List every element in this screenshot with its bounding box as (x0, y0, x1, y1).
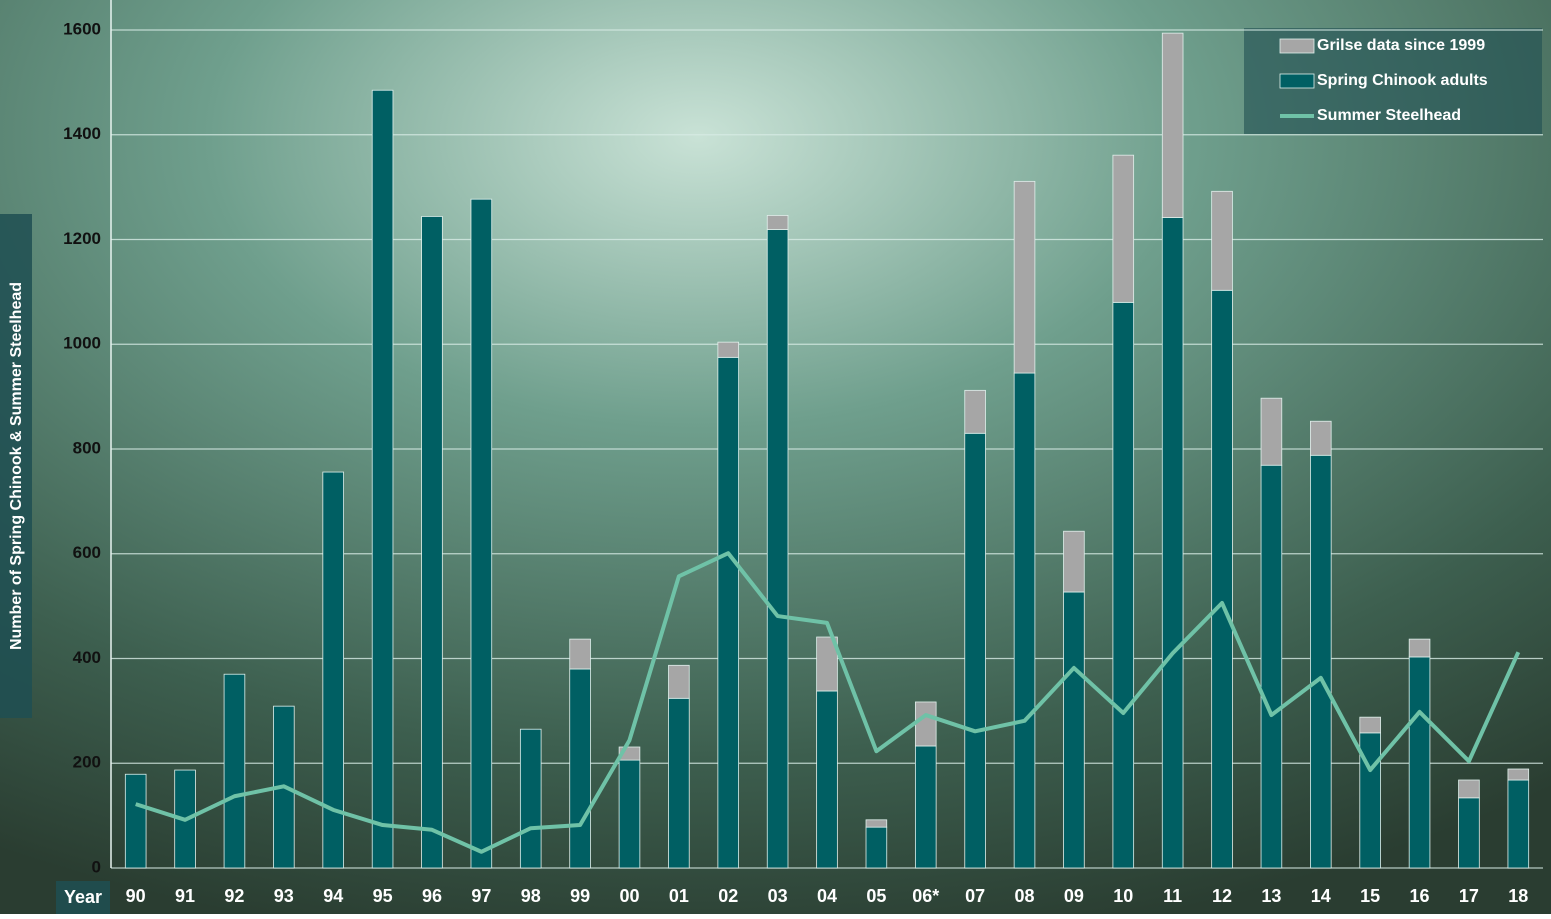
y-tick-label: 1600 (63, 19, 101, 38)
x-tick-label: 91 (175, 886, 195, 906)
bar (1013, 372, 1036, 869)
line (135, 551, 1521, 854)
bar (1112, 301, 1135, 869)
x-tick-label: 92 (224, 886, 244, 906)
bar (914, 745, 937, 869)
x-tick-label: 08 (1015, 886, 1035, 906)
bar (322, 471, 344, 869)
x-tick-label: 18 (1508, 886, 1528, 906)
x-tick-label: 05 (866, 886, 886, 906)
stacked-bar (766, 215, 789, 230)
stacked-bar (1507, 768, 1530, 781)
stacked-bar (964, 389, 986, 434)
x-tick-label: 93 (274, 886, 294, 906)
bar (816, 690, 838, 869)
bar (421, 216, 443, 869)
stacked-bar (1112, 154, 1135, 303)
stacked-bar (1161, 32, 1184, 218)
legend-swatch (1279, 73, 1315, 89)
stacked-bar (865, 819, 888, 828)
stacked-bar (1063, 530, 1085, 593)
stacked-bar (1458, 779, 1480, 799)
bar (717, 356, 740, 869)
x-tick-label: 14 (1311, 886, 1331, 906)
stacked-bar (1408, 638, 1431, 658)
y-tick-label: 1000 (63, 334, 101, 353)
x-tick-label: 06* (912, 886, 939, 906)
bar (1408, 656, 1431, 869)
bar (1310, 454, 1332, 869)
x-tick-label: 12 (1212, 886, 1232, 906)
x-tick-label: 94 (323, 886, 343, 906)
legend-label: Summer Steelhead (1317, 107, 1461, 124)
x-tick-label: 13 (1261, 886, 1281, 906)
stacked-bar (816, 636, 838, 692)
bar (1063, 591, 1085, 869)
stacked-bar (1260, 397, 1283, 466)
bar (668, 697, 690, 869)
stacked-bar (1013, 180, 1036, 374)
x-label-box (56, 881, 110, 914)
bar (766, 229, 789, 869)
legend-swatch (1279, 38, 1315, 54)
x-tick-label: 03 (768, 886, 788, 906)
bar (470, 198, 493, 869)
stacked-bar (668, 664, 690, 699)
x-tick-label: 97 (471, 886, 491, 906)
x-tick-label: 99 (570, 886, 590, 906)
x-tick-label: 98 (521, 886, 541, 906)
legend-label: Grilse data since 1999 (1317, 37, 1485, 54)
y-axis-label: Number of Spring Chinook & Summer Steelh… (8, 282, 25, 650)
stacked-bar (717, 341, 740, 358)
legend-label: Spring Chinook adults (1317, 72, 1488, 89)
y-tick-label: 1200 (63, 229, 101, 248)
stacked-bar (914, 701, 937, 747)
x-axis-label: Year (64, 887, 102, 907)
bar (519, 728, 542, 869)
y-tick-label: 200 (73, 753, 101, 772)
y-tick-label: 0 (92, 857, 101, 876)
x-tick-label: 02 (718, 886, 738, 906)
bar (865, 826, 888, 869)
x-tick-label: 09 (1064, 886, 1084, 906)
bar (1260, 464, 1283, 869)
bar (964, 432, 986, 869)
y-tick-label: 800 (73, 438, 101, 457)
y-tick-label: 600 (73, 543, 101, 562)
stacked-bar (1359, 716, 1381, 734)
x-tick-label: 17 (1459, 886, 1479, 906)
bar (371, 89, 394, 869)
x-tick-label: 16 (1410, 886, 1430, 906)
x-tick-label: 00 (619, 886, 639, 906)
x-tick-label: 15 (1360, 886, 1380, 906)
y-tick-label: 1400 (63, 124, 101, 143)
bar (223, 673, 246, 869)
x-tick-label: 07 (965, 886, 985, 906)
bar (1211, 289, 1233, 869)
x-tick-label: 11 (1163, 886, 1182, 906)
x-tick-label: 10 (1113, 886, 1133, 906)
stacked-bar (1310, 420, 1332, 456)
stacked-bar (1211, 190, 1233, 291)
x-tick-label: 01 (669, 886, 689, 906)
y-label-box (0, 214, 32, 718)
bar (1458, 797, 1480, 869)
stacked-bar (569, 638, 591, 670)
x-tick-label: 95 (373, 886, 393, 906)
x-tick-label: 90 (126, 886, 146, 906)
x-tick-label: 96 (422, 886, 442, 906)
y-tick-label: 400 (73, 648, 101, 667)
bar (1161, 217, 1184, 869)
bar (124, 773, 147, 869)
x-tick-label: 04 (817, 886, 837, 906)
bar (569, 668, 591, 869)
bar (1507, 779, 1530, 869)
bar (618, 759, 641, 869)
